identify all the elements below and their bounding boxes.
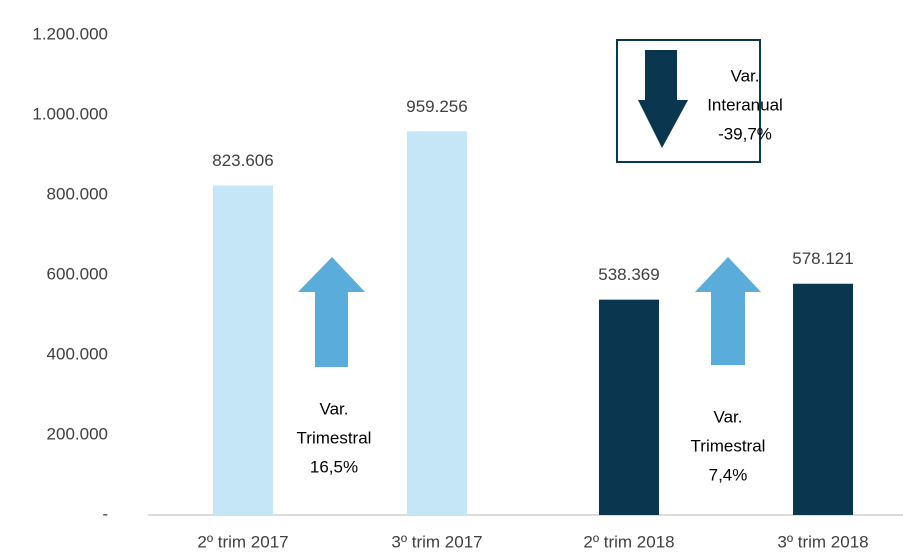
up-arrow [695, 257, 761, 365]
down-arrow [638, 50, 688, 148]
annotation-text: -39,7% [718, 124, 772, 143]
data-label: 823.606 [212, 151, 273, 170]
annotation-text: Var. [714, 407, 743, 426]
y-tick-label: 600.000 [47, 264, 108, 283]
x-tick-label: 2º trim 2017 [197, 532, 288, 551]
up-arrow [298, 257, 365, 367]
y-tick-label: 400.000 [47, 344, 108, 363]
annotation-text: 7,4% [709, 465, 748, 484]
bar [407, 131, 467, 515]
y-tick-label: - [102, 504, 108, 523]
annotation-box [616, 39, 761, 163]
x-tick-label: 3º trim 2018 [777, 532, 868, 551]
annotation-text: Trimestral [691, 436, 766, 455]
bar [599, 299, 659, 515]
data-label: 578.121 [792, 249, 853, 268]
annotation-text: Var. [320, 399, 349, 418]
y-tick-label: 800.000 [47, 184, 108, 203]
y-tick-label: 1.200.000 [32, 24, 108, 43]
y-tick-label: 1.000.000 [32, 104, 108, 123]
annotation-text: 16,5% [310, 457, 358, 476]
data-label: 959.256 [406, 97, 467, 116]
bar [213, 185, 273, 515]
annotation-text: Interanual [707, 95, 783, 114]
bar [793, 283, 853, 515]
annotation-text: Var. [731, 66, 760, 85]
y-tick-label: 200.000 [47, 424, 108, 443]
annotation-text: Trimestral [297, 428, 372, 447]
x-tick-label: 3º trim 2017 [391, 532, 482, 551]
x-tick-label: 2º trim 2018 [583, 532, 674, 551]
data-label: 538.369 [598, 265, 659, 284]
